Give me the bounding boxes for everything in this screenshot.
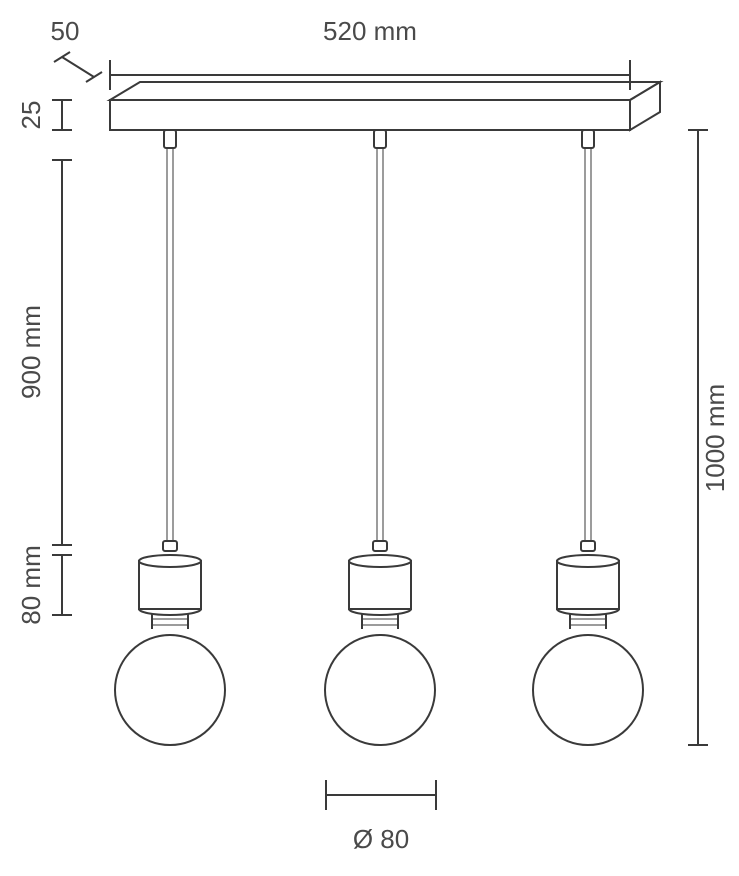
dim-label-depth: 50: [51, 16, 80, 46]
pendant-2: [325, 130, 435, 745]
mounting-bar: [110, 82, 660, 130]
dim-label-bar-height: 25: [16, 101, 46, 130]
dim-right-column: 1000 mm: [688, 130, 730, 745]
dim-label-total: 1000 mm: [700, 384, 730, 492]
pendants-group: [115, 130, 643, 745]
dim-label-bulb: Ø 80: [353, 824, 409, 854]
dim-depth: 50: [51, 16, 102, 82]
pendant-1: [115, 130, 225, 745]
dim-left-column: 25 900 mm 80 mm: [16, 100, 72, 625]
dim-label-socket: 80 mm: [16, 545, 46, 624]
dim-label-cord: 900 mm: [16, 305, 46, 399]
dim-width-top: 520 mm: [110, 16, 630, 90]
dim-bulb-diameter: Ø 80: [326, 780, 436, 854]
pendant-3: [533, 130, 643, 745]
dim-label-width: 520 mm: [323, 16, 417, 46]
